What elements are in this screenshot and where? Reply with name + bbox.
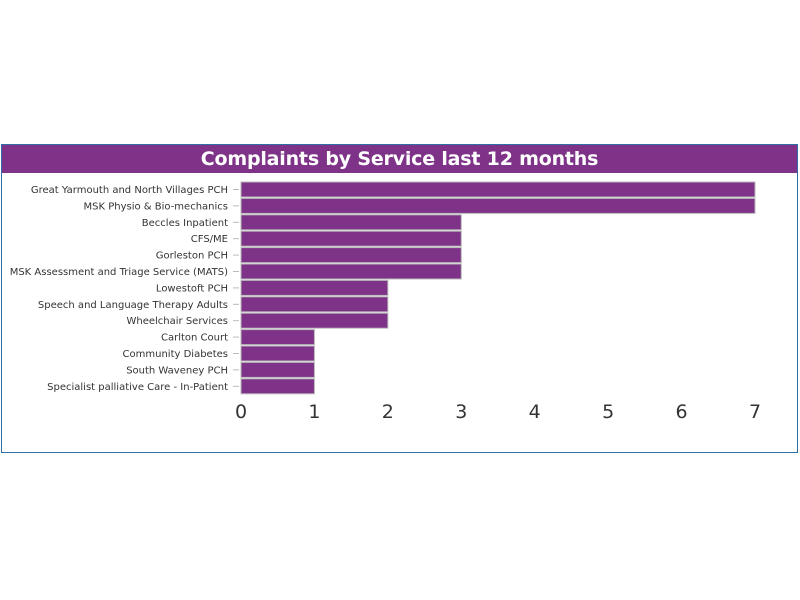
chart-title: Complaints by Service last 12 months bbox=[2, 145, 797, 173]
bar[interactable] bbox=[240, 181, 756, 198]
x-tick-label: 3 bbox=[455, 401, 467, 423]
category-label: Carlton Court bbox=[161, 333, 228, 344]
x-tick-label: 7 bbox=[749, 401, 761, 423]
category-label: Gorleston PCH bbox=[156, 251, 228, 262]
bar[interactable] bbox=[240, 197, 756, 214]
bar[interactable] bbox=[240, 279, 389, 296]
bar[interactable] bbox=[240, 361, 315, 378]
category-label: Wheelchair Services bbox=[126, 316, 228, 327]
x-tick-label: 0 bbox=[235, 401, 247, 423]
bar-chart: Great Yarmouth and North Villages PCH MSK… bbox=[10, 181, 761, 423]
bar[interactable] bbox=[240, 230, 462, 247]
x-tick-label: 6 bbox=[676, 401, 688, 423]
category-label: Great Yarmouth and North Villages PCH bbox=[31, 185, 228, 196]
bar[interactable] bbox=[240, 378, 315, 395]
category-label: Speech and Language Therapy Adults bbox=[38, 300, 228, 311]
category-label: MSK Physio & Bio-mechanics bbox=[84, 201, 229, 212]
chart-panel: Great Yarmouth and North Villages PCH MSK… bbox=[1, 144, 798, 453]
category-label: Community Diabetes bbox=[123, 349, 228, 360]
bar[interactable] bbox=[240, 263, 462, 280]
bar[interactable] bbox=[240, 247, 462, 264]
category-label: Beccles Inpatient bbox=[142, 218, 228, 229]
x-tick-label: 5 bbox=[602, 401, 614, 423]
bar[interactable] bbox=[240, 345, 315, 362]
x-tick-label: 2 bbox=[382, 401, 394, 423]
bar[interactable] bbox=[240, 312, 389, 329]
bar[interactable] bbox=[240, 329, 315, 346]
category-label: CFS/ME bbox=[191, 234, 228, 245]
bar[interactable] bbox=[240, 296, 389, 313]
category-label: MSK Assessment and Triage Service (MATS) bbox=[10, 267, 228, 278]
x-tick-label: 4 bbox=[529, 401, 541, 423]
bar[interactable] bbox=[240, 214, 462, 231]
x-tick-label: 1 bbox=[308, 401, 320, 423]
category-label: South Waveney PCH bbox=[126, 365, 228, 376]
category-label: Lowestoft PCH bbox=[156, 283, 228, 294]
category-label: Specialist palliative Care - In-Patient bbox=[47, 382, 228, 393]
